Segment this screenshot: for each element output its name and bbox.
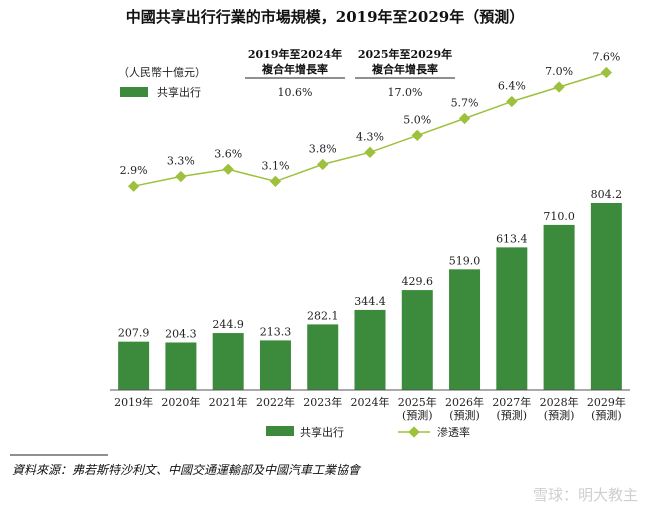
x-tick-label: 2026年 [445,395,484,409]
penetration-marker [364,146,376,158]
bar [307,324,339,390]
penetration-value-label: 5.0% [403,113,431,126]
bar-value-label: 204.3 [165,327,197,340]
x-tick-label: 2019年 [114,395,153,409]
penetration-marker [600,66,613,79]
bar [449,269,481,390]
bar [259,340,291,390]
x-tick-label: 2022年 [256,395,295,409]
bar-value-label: 613.4 [496,232,528,245]
bar-value-label: 244.9 [212,318,244,331]
bar-value-label: 429.6 [402,275,434,288]
penetration-marker [458,112,471,125]
penetration-marker [553,81,565,93]
legend-line-label: 滲透率 [437,425,470,439]
penetration-marker [506,95,518,108]
bar [590,203,622,390]
bar [496,247,528,390]
cagr-header-2-line1: 2025年至2029年 [358,47,452,61]
penetration-marker [222,163,234,175]
penetration-value-label: 7.0% [545,65,573,78]
penetration-marker [127,180,140,192]
bar-value-label: 344.4 [354,295,386,308]
penetration-value-label: 3.1% [261,159,289,172]
x-tick-label: 2028年 [540,395,579,409]
penetration-value-label: 4.3% [356,130,384,143]
penetration-value-label: 3.3% [167,155,195,168]
bar [543,224,575,390]
x-tick-forecast-label: (預測) [591,408,622,422]
cagr-row-swatch [120,87,148,97]
bar [118,341,150,390]
x-tick-label: 2029年 [587,395,626,409]
bar-value-label: 207.9 [118,327,150,340]
cagr-header-1-line2: 複合年增長率 [261,62,328,76]
bar-value-label: 213.3 [260,325,292,338]
x-tick-label: 2024年 [351,395,390,409]
unit-label: （人民幣十億元） [118,65,206,79]
penetration-value-label: 3.8% [309,142,337,155]
x-tick-forecast-label: (預測) [544,408,575,422]
bar [401,290,433,390]
x-tick-forecast-label: (預測) [449,408,480,422]
cagr-header-1-line1: 2019年至2024年 [248,47,342,61]
bar-value-label: 710.0 [543,210,575,223]
bar [212,333,244,390]
bar-series: 207.9 204.3 244.9 213.3 282.1 344.4 429.6 519.0… [118,188,622,390]
penetration-marker [317,158,329,171]
bar [354,309,386,390]
penetration-marker [269,175,282,188]
penetration-value-label: 6.4% [498,80,526,93]
watermark: 雪球：明大教主 [533,486,638,504]
chart-title: 中國共享出行行業的市場規模，2019年至2029年（預測） [126,8,525,26]
cagr-value-1: 10.6% [278,86,313,99]
bar-value-label: 282.1 [307,309,339,322]
penetration-value-label: 2.9% [120,164,148,177]
x-tick-label: 2021年 [209,395,248,409]
x-tick-label: 2020年 [161,395,200,409]
x-tick-label: 2023年 [303,395,342,409]
legend-line-marker [408,426,420,438]
x-tick-forecast-label: (預測) [402,408,433,422]
x-tick-label: 2025年 [398,395,437,409]
penetration-value-label: 7.6% [592,50,620,63]
penetration-marker [175,170,187,183]
x-axis: 2019年 2020年 2021年 2022年 2023年 2024年 2025年(預測)2… [110,389,630,422]
penetration-marker [411,129,423,142]
x-tick-label: 2027年 [492,395,531,409]
bar [165,342,197,390]
penetration-value-label: 3.6% [214,147,242,160]
penetration-value-label: 5.7% [451,96,479,109]
cagr-value-2: 17.0% [388,86,423,99]
source-text: 資料來源：弗若斯特沙利文、中國交通運輸部及中國汽車工業協會 [12,463,362,477]
line-series: 2.9% 3.3% 3.6% 3.1% 3.8% 4.3% 5.0% 5.7% 6.4% 7.0%… [120,50,620,192]
x-tick-forecast-label: (預測) [497,408,528,422]
cagr-row-label: 共享出行 [157,85,201,99]
cagr-header-2-line2: 複合年增長率 [371,62,438,76]
legend-bar-swatch [266,426,294,436]
bar-value-label: 804.2 [591,188,623,201]
bar-value-label: 519.0 [449,254,481,267]
legend-bar-label: 共享出行 [300,425,344,439]
